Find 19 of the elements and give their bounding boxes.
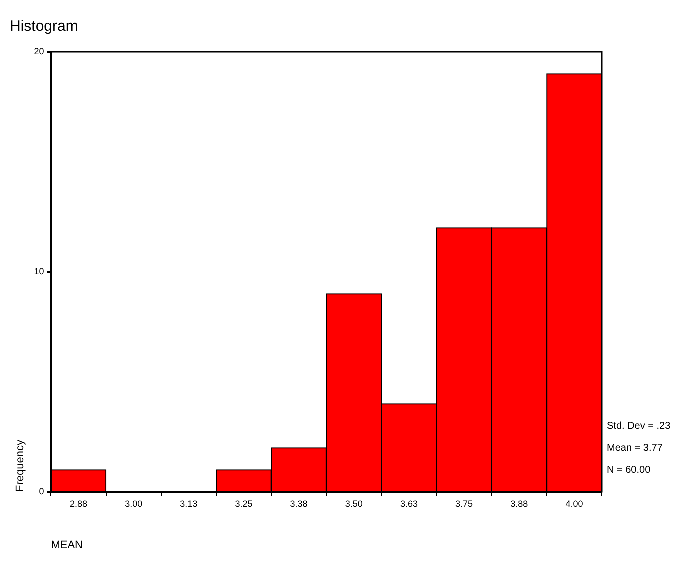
- y-tick-label: 0: [39, 486, 44, 496]
- x-tick-label: 3.63: [400, 498, 418, 509]
- x-tick-label: 3.38: [290, 498, 308, 509]
- x-tick-label: 3.88: [510, 498, 528, 509]
- x-tick-label: 3.75: [456, 498, 474, 509]
- text: Std. Dev = .23: [607, 420, 672, 432]
- x-tick-label: 3.00: [125, 498, 143, 509]
- x-tick-label: 3.13: [180, 498, 198, 509]
- text: Mean = 3.77: [607, 442, 664, 454]
- chart-title: Histogram: [10, 18, 78, 36]
- y-tick-label: 10: [34, 266, 44, 276]
- x-tick-label: 4.00: [566, 498, 584, 509]
- y-tick-label: 20: [34, 46, 44, 56]
- x-axis-title: MEAN: [51, 539, 84, 552]
- text: N = 60.00: [607, 464, 652, 476]
- x-tick-label: 2.88: [70, 498, 88, 509]
- x-tick-label: 3.25: [235, 498, 253, 509]
- x-tick-label: 3.50: [345, 498, 363, 509]
- y-axis-title: Frequency: [14, 440, 27, 492]
